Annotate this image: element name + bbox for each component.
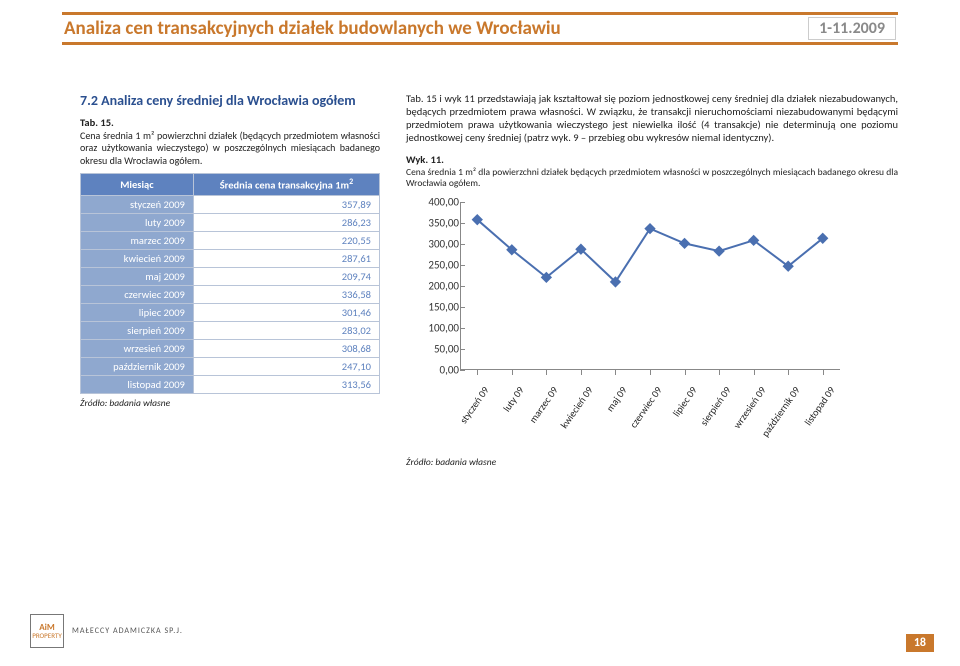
paragraph: Tab. 15 i wyk 11 przedstawiają jak kszta… [406, 92, 898, 145]
table-source: Źródło: badania własne [80, 397, 380, 409]
table-cell-value: 220,55 [193, 231, 379, 249]
table-cell-month: marzec 2009 [81, 231, 194, 249]
table-cell-month: luty 2009 [81, 213, 194, 231]
table-cell-month: wrzesień 2009 [81, 339, 194, 357]
data-table: Miesiąc Średnia cena transakcyjna 1m2 st… [80, 173, 380, 394]
table-cell-value: 209,74 [193, 267, 379, 285]
footer-logo: AiMPROPERTY MAŁECCY ADAMICZKA SP.J. [30, 614, 183, 648]
col-header-month: Miesiąc [81, 174, 194, 196]
header-date: 1-11.2009 [808, 17, 896, 40]
page-number: 18 [906, 634, 934, 652]
table-cell-month: sierpień 2009 [81, 321, 194, 339]
table-cell-value: 286,23 [193, 213, 379, 231]
table-cell-value: 247,10 [193, 357, 379, 375]
section-heading: 7.2 Analiza ceny średniej dla Wrocławia … [80, 92, 380, 110]
table-cell-value: 357,89 [193, 195, 379, 213]
page-title: Analiza cen transakcyjnych działek budow… [64, 17, 561, 40]
chart-area: 0,0050,00100,00150,00200,00250,00300,003… [406, 196, 896, 456]
chart-caption: Cena średnia 1 m² dla powierzchni działe… [406, 167, 898, 191]
table-cell-month: lipiec 2009 [81, 303, 194, 321]
table-cell-month: październik 2009 [81, 357, 194, 375]
table-label: Tab. 15. [80, 116, 380, 129]
chart-label: Wyk. 11. [406, 153, 898, 166]
header-rule-top [62, 12, 898, 15]
table-cell-value: 301,46 [193, 303, 379, 321]
table-cell-month: styczeń 2009 [81, 195, 194, 213]
table-cell-month: maj 2009 [81, 267, 194, 285]
col-header-value: Średnia cena transakcyjna 1m2 [193, 174, 379, 196]
table-cell-month: listopad 2009 [81, 375, 194, 393]
table-caption: Cena średnia 1 m² powierzchni działek (b… [80, 130, 380, 168]
table-cell-value: 283,02 [193, 321, 379, 339]
table-cell-value: 336,58 [193, 285, 379, 303]
table-cell-value: 287,61 [193, 249, 379, 267]
table-cell-value: 308,68 [193, 339, 379, 357]
chart-source: Źródło: badania własne [406, 456, 898, 468]
logo-icon: AiMPROPERTY [30, 614, 64, 648]
table-cell-month: czerwiec 2009 [81, 285, 194, 303]
table-cell-month: kwiecień 2009 [81, 249, 194, 267]
logo-subtext: MAŁECCY ADAMICZKA SP.J. [72, 626, 183, 636]
table-cell-value: 313,56 [193, 375, 379, 393]
